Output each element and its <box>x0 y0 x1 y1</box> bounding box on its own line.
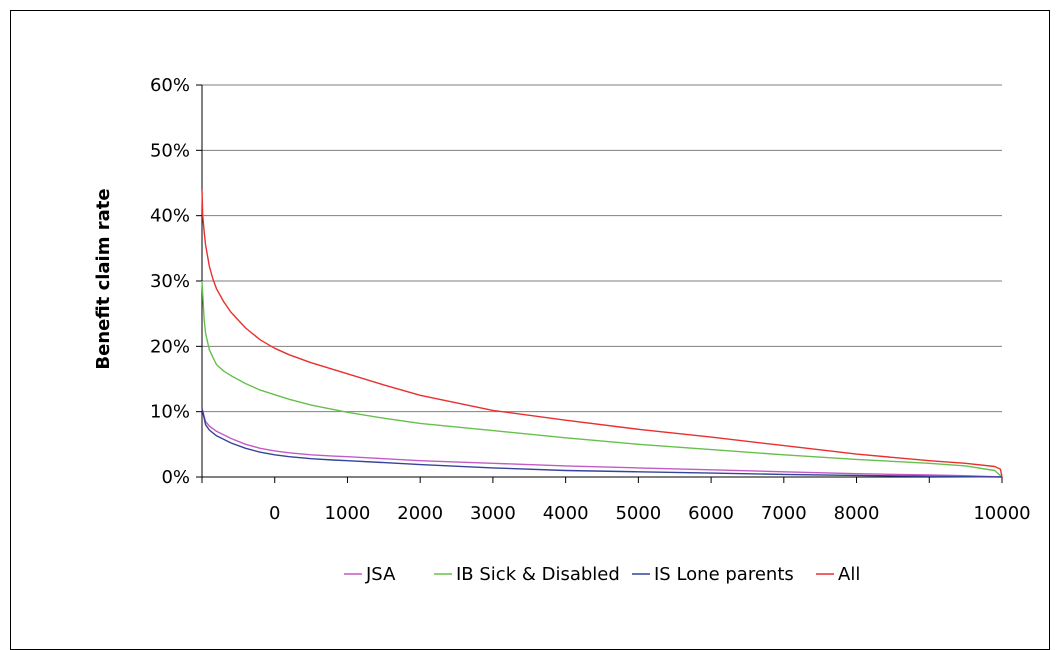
x-tick-label: 4000 <box>543 503 589 524</box>
chart-frame: 0% 10% 20% 30% 40% 50% 60% 0 1000 2000 3000 4000 50… <box>10 10 1050 650</box>
series-line-is-lone-parents <box>201 408 1003 478</box>
x-tick-label: 10000 <box>973 503 1030 524</box>
x-tick-label: 5000 <box>615 503 661 524</box>
x-tick-label: 8000 <box>834 503 880 524</box>
legend-label-ib-sick-disabled: IB Sick & Disabled <box>456 564 620 585</box>
y-tick-label: 40% <box>150 206 190 227</box>
series-line-jsa <box>201 408 1003 478</box>
x-tick-label: 1000 <box>325 503 371 524</box>
legend-label-jsa: JSA <box>365 564 396 585</box>
series-lines <box>201 189 1003 478</box>
legend-label-is-lone-parents: IS Lone parents <box>654 564 794 585</box>
x-tick-label: 2000 <box>397 503 443 524</box>
y-tick-label: 60% <box>150 75 190 96</box>
chart-svg: 0% 10% 20% 30% 40% 50% 60% 0 1000 2000 3000 4000 50… <box>93 75 1031 585</box>
x-tick-label: 6000 <box>688 503 734 524</box>
y-tick-label: 30% <box>150 271 190 292</box>
x-tick-labels: 0 1000 2000 3000 4000 5000 6000 7000 8000 10000 <box>201 477 1031 524</box>
y-tick-label: 50% <box>150 140 190 161</box>
gridlines <box>196 84 1002 478</box>
y-tick-labels: 0% 10% 20% 30% 40% 50% 60% <box>150 75 190 488</box>
y-tick-label: 10% <box>150 402 190 423</box>
legend: JSA IB Sick & Disabled IS Lone parents All <box>344 564 860 585</box>
y-tick-label: 20% <box>150 336 190 357</box>
y-axis-label: Benefit claim rate <box>93 188 114 369</box>
series-line-ib-sick-disabled <box>201 280 1003 478</box>
legend-label-all: All <box>838 564 860 585</box>
y-tick-label: 0% <box>161 467 190 488</box>
x-tick-label: 0 <box>269 503 280 524</box>
series-line-all <box>201 189 1003 478</box>
x-tick-label: 7000 <box>761 503 807 524</box>
x-tick-label: 3000 <box>470 503 516 524</box>
